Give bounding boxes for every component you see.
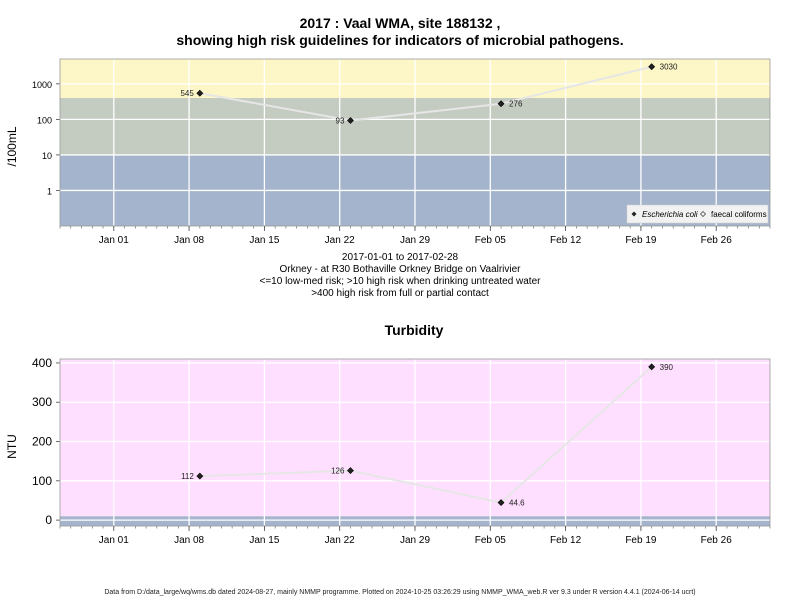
micro-xtick-label: Jan 22 [325,235,355,246]
turb-data-label: 112 [181,472,194,481]
micro-legend: Escherichia coli faecal coliforms [626,204,769,224]
micro-data-point [497,100,505,108]
micro-xtick-label: Feb 05 [475,235,507,246]
legend-marker-ecoli [631,211,637,217]
turb-ytick-label: 400 [32,356,52,370]
legend-label-ecoli: Escherichia coli [642,210,698,219]
turb-ytick-label: 100 [32,474,52,488]
turb-ytick-label: 200 [32,435,52,449]
turb-ytick-label: 0 [45,513,52,527]
micro-data-label: 93 [336,117,345,126]
micro-xtick-label: Feb 12 [550,235,582,246]
turb-data-point [196,472,204,480]
micro-ytick-label: 10 [42,151,52,161]
subtitle-date-range: 2017-01-01 to 2017-02-28 [341,252,459,263]
turb-xtick-label: Jan 29 [400,535,430,546]
chart-title-line1: 2017 : Vaal WMA, site 188132 , [299,15,501,31]
subtitle-site: Orkney - at R30 Bothaville Orkney Bridge… [279,264,521,275]
turb-xtick-label: Feb 05 [475,535,507,546]
micro-ytick-label: 1 [47,186,52,196]
legend-box [626,204,769,224]
micro-xtick-label: Feb 26 [701,235,733,246]
turb-title: Turbidity [385,322,444,338]
turb-data-label: 44.6 [509,499,525,508]
turb-xtick-label: Jan 08 [174,535,204,546]
micro-ylabel: /100mL [5,126,19,166]
footer-note: Data from D:/data_large/wq/wms.db dated … [104,589,696,596]
turb-ytick-label: 300 [32,395,52,409]
micro-data-point [196,89,204,97]
turb-data-point [497,499,505,507]
turb-data-label: 390 [660,363,674,372]
subtitle-risk-low: <=10 low-med risk; >10 high risk when dr… [259,276,541,287]
turb-xtick-label: Jan 22 [325,535,355,546]
turb-series-line [199,366,653,504]
micro-ytick-label: 1000 [32,80,52,90]
turb-xtick-label: Feb 12 [550,535,582,546]
micro-data-point [648,63,656,71]
micro-ytick-label: 100 [37,115,52,125]
turb-xtick-label: Jan 01 [99,535,129,546]
micro-panel: 1 10 100 1000 Jan 01 Jan 08 Jan 15 Jan 22 Jan 29… [5,58,771,246]
turb-xtick-label: Feb 26 [701,535,733,546]
micro-xtick-label: Jan 01 [99,235,129,246]
turb-ylabel: NTU [5,434,19,459]
micro-data-label: 276 [509,100,523,109]
legend-label-faecal: faecal coliforms [711,210,767,219]
turb-xtick-label: Feb 19 [625,535,657,546]
micro-data-label: 545 [180,89,194,98]
turb-xtick-label: Jan 15 [249,535,279,546]
micro-xtick-label: Jan 15 [249,235,279,246]
turb-data-label: 126 [331,467,345,476]
turb-data-point [648,363,656,371]
chart-title-line2: showing high risk guidelines for indicat… [176,32,624,48]
micro-data-label: 3030 [660,63,678,72]
subtitle-risk-high: >400 high risk from full or partial cont… [311,288,489,299]
turb-data-point [347,467,354,475]
micro-xtick-label: Feb 19 [625,235,657,246]
micro-data-point [347,117,354,124]
legend-marker-faecal [700,211,706,217]
micro-xtick-label: Jan 08 [174,235,204,246]
micro-xtick-label: Jan 29 [400,235,430,246]
turb-panel: 0 100 200 300 400 Jan 01 Jan 08 Jan 15 Jan 22 Jan… [5,322,771,546]
micro-series-line [199,65,652,122]
